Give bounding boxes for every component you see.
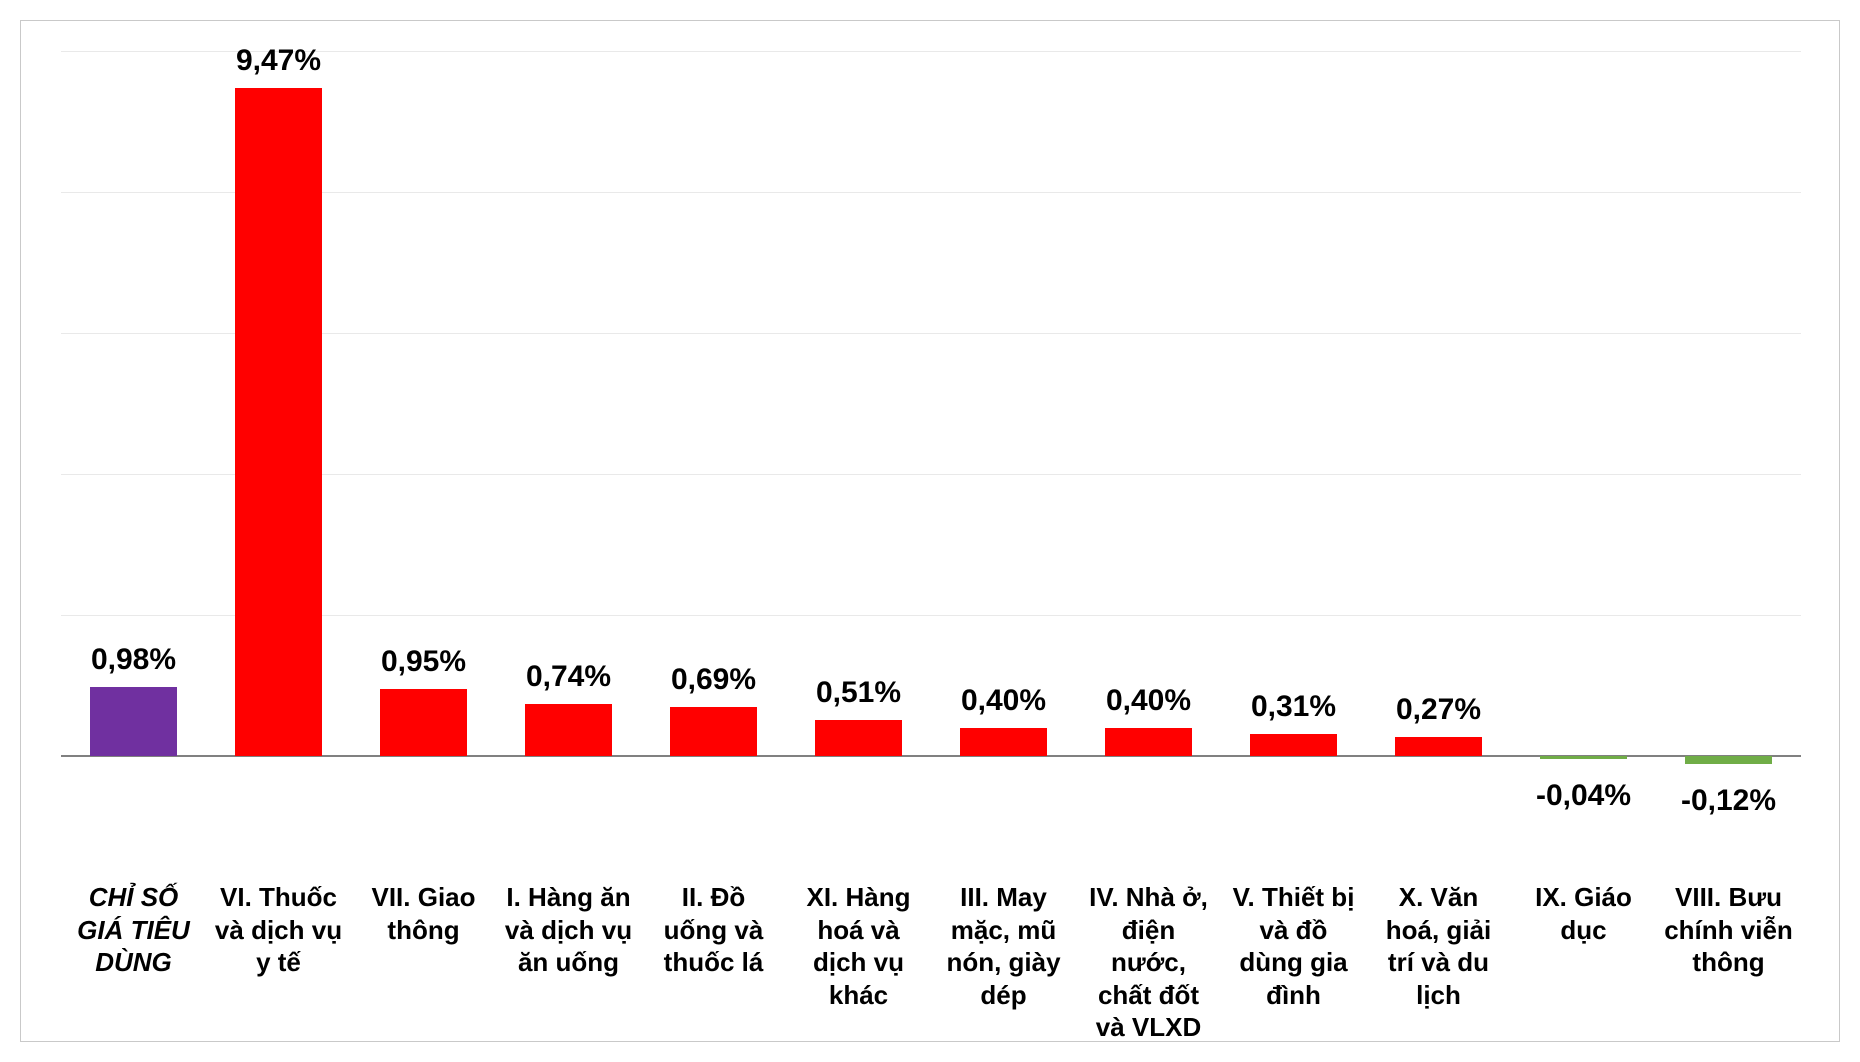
category-label-line: và dịch vụ: [494, 914, 643, 947]
category-label: VII. Giaothông: [349, 881, 498, 946]
category-label-line: VII. Giao: [349, 881, 498, 914]
category-label: III. Maymặc, mũnón, giàydép: [929, 881, 1078, 1011]
category-label-line: và đồ: [1219, 914, 1368, 947]
category-label-line: lịch: [1364, 979, 1513, 1012]
category-label-line: hoá, giải: [1364, 914, 1513, 947]
category-label-line: khác: [784, 979, 933, 1012]
bar: [815, 720, 902, 756]
gridline: [61, 615, 1801, 616]
category-label-line: và dịch vụ: [204, 914, 353, 947]
category-label-line: II. Đồ: [639, 881, 788, 914]
value-label: 0,40%: [931, 684, 1076, 718]
chart-frame: 0,98%9,47%0,95%0,74%0,69%0,51%0,40%0,40%…: [20, 20, 1840, 1042]
category-label: VIII. Bưuchính viễnthông: [1654, 881, 1803, 979]
category-label-line: VI. Thuốc: [204, 881, 353, 914]
category-label-line: V. Thiết bị: [1219, 881, 1368, 914]
value-label: 0,98%: [61, 643, 206, 677]
plot-area: 0,98%9,47%0,95%0,74%0,69%0,51%0,40%0,40%…: [61, 51, 1801, 791]
category-label-line: thông: [349, 914, 498, 947]
bar: [670, 707, 757, 756]
category-label-line: nón, giày: [929, 946, 1078, 979]
bar: [1540, 756, 1627, 759]
value-label: 9,47%: [206, 44, 351, 78]
value-label: -0,04%: [1511, 779, 1656, 813]
category-label-line: y tế: [204, 946, 353, 979]
category-label-line: trí và du: [1364, 946, 1513, 979]
category-label-line: dục: [1509, 914, 1658, 947]
value-label: -0,12%: [1656, 784, 1801, 818]
category-label-line: dịch vụ: [784, 946, 933, 979]
gridline: [61, 192, 1801, 193]
category-label-line: ăn uống: [494, 946, 643, 979]
bar: [1395, 737, 1482, 756]
bar: [1105, 728, 1192, 756]
bar: [1250, 734, 1337, 756]
category-label: II. Đồuống vàthuốc lá: [639, 881, 788, 979]
category-label: IX. Giáodục: [1509, 881, 1658, 946]
category-label: V. Thiết bịvà đồdùng giađình: [1219, 881, 1368, 1011]
category-label-line: chất đốt: [1074, 979, 1223, 1012]
category-label: CHỈ SỐGIÁ TIÊUDÙNG: [59, 881, 208, 979]
value-label: 0,74%: [496, 660, 641, 694]
bar: [960, 728, 1047, 756]
category-label-line: CHỈ SỐ: [59, 881, 208, 914]
category-label: VI. Thuốcvà dịch vụy tế: [204, 881, 353, 979]
category-label-line: mặc, mũ: [929, 914, 1078, 947]
category-label: XI. Hànghoá vàdịch vụkhác: [784, 881, 933, 1011]
category-label: X. Vănhoá, giảitrí và dulịch: [1364, 881, 1513, 1011]
category-label: I. Hàng ănvà dịch vụăn uống: [494, 881, 643, 979]
gridline: [61, 474, 1801, 475]
value-label: 0,69%: [641, 663, 786, 697]
category-label-line: VIII. Bưu: [1654, 881, 1803, 914]
category-label-line: uống và: [639, 914, 788, 947]
value-label: 0,95%: [351, 645, 496, 679]
category-label-line: III. May: [929, 881, 1078, 914]
bar: [380, 689, 467, 756]
category-label-line: GIÁ TIÊU: [59, 914, 208, 947]
bar: [1685, 756, 1772, 764]
category-label-line: chính viễn: [1654, 914, 1803, 947]
category-label-line: XI. Hàng: [784, 881, 933, 914]
gridline: [61, 333, 1801, 334]
value-label: 0,31%: [1221, 690, 1366, 724]
category-label-line: đình: [1219, 979, 1368, 1012]
category-label-line: IV. Nhà ở,: [1074, 881, 1223, 914]
category-label-line: hoá và: [784, 914, 933, 947]
category-label: IV. Nhà ở,điệnnước,chất đốtvà VLXD: [1074, 881, 1223, 1044]
category-label-line: IX. Giáo: [1509, 881, 1658, 914]
category-label-line: dùng gia: [1219, 946, 1368, 979]
category-label-line: dép: [929, 979, 1078, 1012]
category-label-line: DÙNG: [59, 946, 208, 979]
bar: [235, 88, 322, 755]
value-label: 0,51%: [786, 676, 931, 710]
category-label-line: I. Hàng ăn: [494, 881, 643, 914]
category-label-line: X. Văn: [1364, 881, 1513, 914]
category-label-line: nước,: [1074, 946, 1223, 979]
category-label-line: thông: [1654, 946, 1803, 979]
category-label-line: và VLXD: [1074, 1011, 1223, 1044]
bar: [525, 704, 612, 756]
category-label-line: thuốc lá: [639, 946, 788, 979]
value-label: 0,40%: [1076, 684, 1221, 718]
category-label-line: điện: [1074, 914, 1223, 947]
bar: [90, 687, 177, 756]
value-label: 0,27%: [1366, 693, 1511, 727]
